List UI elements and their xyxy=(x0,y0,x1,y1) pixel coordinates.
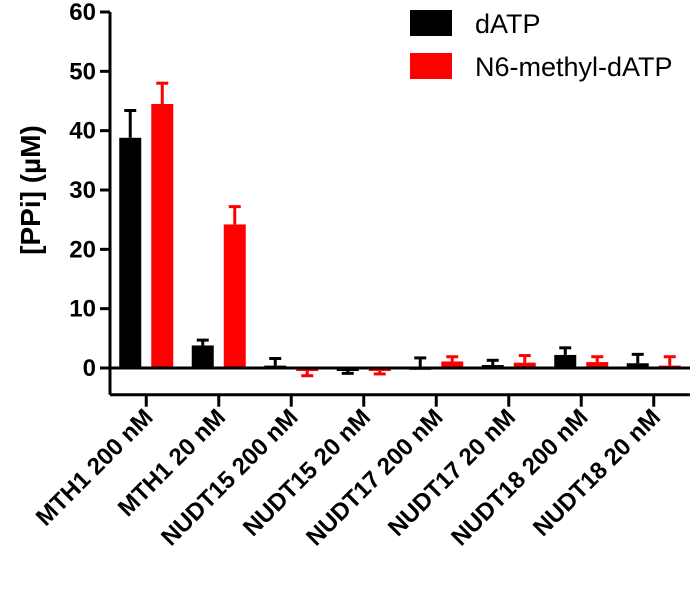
x-category-label: NUDT17 200 nM xyxy=(301,404,448,551)
y-axis-title: [PPi] (µM) xyxy=(15,125,46,255)
legend-label: N6-methyl-dATP xyxy=(475,52,673,82)
bar-n6-methyl-datp xyxy=(151,103,174,368)
bar-n6-methyl-datp xyxy=(586,362,609,368)
bar-datp xyxy=(626,363,649,368)
bar-datp xyxy=(191,345,214,368)
bar-datp xyxy=(554,354,577,368)
bar-n6-methyl-datp xyxy=(223,224,246,368)
bars xyxy=(119,103,681,371)
x-category-label: NUDT17 20 nM xyxy=(383,404,521,542)
error-bars xyxy=(124,81,676,378)
y-tick-label: 20 xyxy=(69,236,96,263)
x-category-label: NUDT18 20 nM xyxy=(528,404,666,542)
y-axis: 0 10 20 30 40 50 60 xyxy=(69,0,112,395)
y-tick-label: 50 xyxy=(69,58,96,85)
y-tick-label: 10 xyxy=(69,296,96,323)
legend-label: dATP xyxy=(475,9,541,39)
y-tick-label: 40 xyxy=(69,118,96,145)
legend: dATP N6-methyl-dATP xyxy=(410,9,673,82)
x-category-label: NUDT15 20 nM xyxy=(238,404,376,542)
bar-datp xyxy=(119,137,142,368)
x-category-label: NUDT18 200 nM xyxy=(446,404,593,551)
y-tick-label: 60 xyxy=(69,0,96,26)
legend-swatch xyxy=(410,10,452,36)
bar-n6-methyl-datp xyxy=(513,362,536,368)
bar-n6-methyl-datp xyxy=(441,361,464,368)
x-category-label: NUDT15 200 nM xyxy=(156,404,303,551)
y-tick-label: 0 xyxy=(83,355,96,382)
y-tick-label: 30 xyxy=(69,177,96,204)
legend-swatch xyxy=(410,53,452,79)
